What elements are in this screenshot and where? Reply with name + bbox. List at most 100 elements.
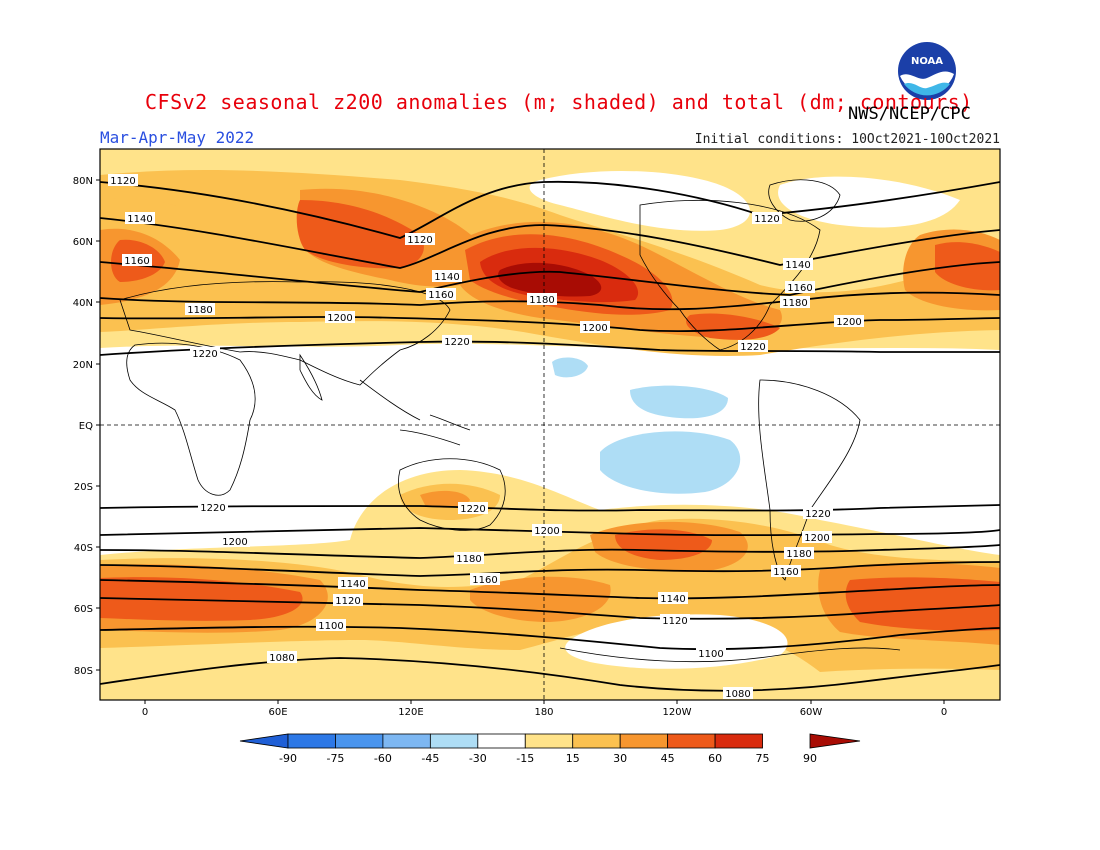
contour-label: 1160	[470, 573, 500, 586]
colorbar-label: 30	[613, 752, 627, 765]
svg-text:1200: 1200	[327, 313, 352, 324]
contour-label: 1200	[834, 315, 864, 328]
contour-1140-sh	[100, 579, 1000, 600]
svg-text:1140: 1140	[127, 214, 152, 225]
lat-axis: 80N 60N 40N 20N EQ 20S 40S 60S 80S	[73, 176, 100, 677]
contour-label: 1140	[658, 592, 688, 605]
svg-text:1180: 1180	[782, 298, 807, 309]
anomaly-shade-trop-neg-2	[630, 385, 728, 419]
lat-label: 20N	[73, 360, 93, 371]
svg-text:1160: 1160	[124, 256, 149, 267]
contour-label: 1100	[696, 647, 726, 660]
svg-text:1120: 1120	[407, 235, 432, 246]
colorbar-cell	[619, 733, 669, 749]
contour-1220-nh	[100, 340, 1000, 356]
contour-label: 1100	[316, 619, 346, 632]
svg-text:1200: 1200	[222, 537, 247, 548]
svg-text:1160: 1160	[787, 283, 812, 294]
contour-label: 1200	[325, 311, 355, 324]
anomaly-shade-trop-neg-1	[552, 357, 588, 378]
svg-text:1200: 1200	[582, 323, 607, 334]
svg-text:1160: 1160	[472, 575, 497, 586]
svg-text:1160: 1160	[773, 567, 798, 578]
lat-label: EQ	[79, 421, 93, 432]
contour-label: 1220	[198, 501, 228, 514]
colorbar-label: -90	[279, 752, 297, 765]
anomaly-shade-sh-60	[100, 529, 1000, 631]
contour-label: 1160	[771, 565, 801, 578]
contour-label: 1140	[125, 212, 155, 225]
colorbar-cell	[572, 733, 621, 749]
colorbar-label: -60	[374, 752, 392, 765]
anomaly-shade-nh-90	[498, 262, 602, 297]
svg-text:1100: 1100	[698, 649, 723, 660]
noaa-logo-icon: NOAA	[898, 42, 956, 100]
colorbar-arrow-right	[809, 733, 861, 749]
lon-label: 0	[142, 707, 148, 718]
lat-label: 40S	[74, 543, 93, 554]
svg-text:1200: 1200	[534, 526, 559, 537]
colorbar-label: 15	[566, 752, 580, 765]
contour-labels: 1120 1120 1120 1140 1140 1140 1160 1160 …	[108, 174, 864, 700]
svg-text:NOAA: NOAA	[911, 56, 943, 67]
contour-label: 1220	[458, 502, 488, 515]
svg-text:1080: 1080	[269, 653, 294, 664]
contour-label: 1160	[426, 288, 456, 301]
colorbar-cell	[524, 733, 574, 749]
lon-label: 0	[941, 707, 947, 718]
contour-label: 1140	[432, 270, 462, 283]
lat-label: 40N	[73, 298, 93, 309]
anomaly-shade-trop-neg-3	[600, 431, 741, 494]
svg-text:1220: 1220	[460, 504, 485, 515]
lat-label: 80S	[74, 666, 93, 677]
colorbar-cell	[335, 733, 384, 749]
lon-label: 180	[534, 707, 553, 718]
svg-text:1220: 1220	[740, 342, 765, 353]
colorbar-label: -45	[421, 752, 439, 765]
contour-1120-sh	[100, 597, 1000, 620]
contour-1100-sh	[100, 625, 1000, 651]
contour-1140-nh	[100, 217, 1000, 269]
svg-text:1180: 1180	[456, 554, 481, 565]
lon-label: 60W	[800, 707, 823, 718]
svg-text:1200: 1200	[836, 317, 861, 328]
agency-label: NWS/NCEP/CPC	[848, 104, 971, 124]
lat-label: 60N	[73, 237, 93, 248]
svg-text:1220: 1220	[805, 509, 830, 520]
svg-text:1140: 1140	[434, 272, 459, 283]
contour-label: 1120	[752, 212, 782, 225]
colorbar-cell	[429, 733, 479, 749]
contour-label: 1180	[784, 547, 814, 560]
contour-1220-sh	[100, 504, 1000, 512]
contour-label: 1200	[580, 321, 610, 334]
initial-conditions-label: Initial conditions: 10Oct2021-10Oct2021	[694, 132, 1000, 147]
svg-text:1220: 1220	[444, 337, 469, 348]
svg-text:1140: 1140	[785, 260, 810, 271]
svg-text:1120: 1120	[662, 616, 687, 627]
svg-text:1080: 1080	[725, 689, 750, 700]
svg-text:1120: 1120	[335, 596, 360, 607]
svg-text:1120: 1120	[754, 214, 779, 225]
colorbar-cell	[287, 733, 336, 749]
contour-label: 1180	[527, 293, 557, 306]
contour-1180-nh	[100, 291, 1000, 311]
contour-label: 1180	[185, 303, 215, 316]
colorbar-label: 75	[756, 752, 770, 765]
contour-lines	[100, 180, 1000, 692]
colorbar-label: 45	[661, 752, 675, 765]
colorbar-label: -75	[326, 752, 344, 765]
lon-label: 60E	[268, 707, 287, 718]
contour-label: 1120	[333, 594, 363, 607]
lon-label: 120E	[398, 707, 423, 718]
contour-label: 1220	[803, 507, 833, 520]
contour-label: 1080	[267, 651, 297, 664]
colorbar-label: -15	[516, 752, 534, 765]
contour-label: 1140	[338, 577, 368, 590]
colorbar: -90 -75 -60 -45 -30 -15 15 30 45 60 75 90	[239, 733, 861, 765]
colorbar-label: -30	[469, 752, 487, 765]
season-label: Mar-Apr-May 2022	[100, 128, 255, 147]
contour-label: 1160	[785, 281, 815, 294]
map-title: CFSv2 seasonal z200 anomalies (m; shaded…	[145, 90, 973, 114]
colorbar-label: 90	[803, 752, 817, 765]
